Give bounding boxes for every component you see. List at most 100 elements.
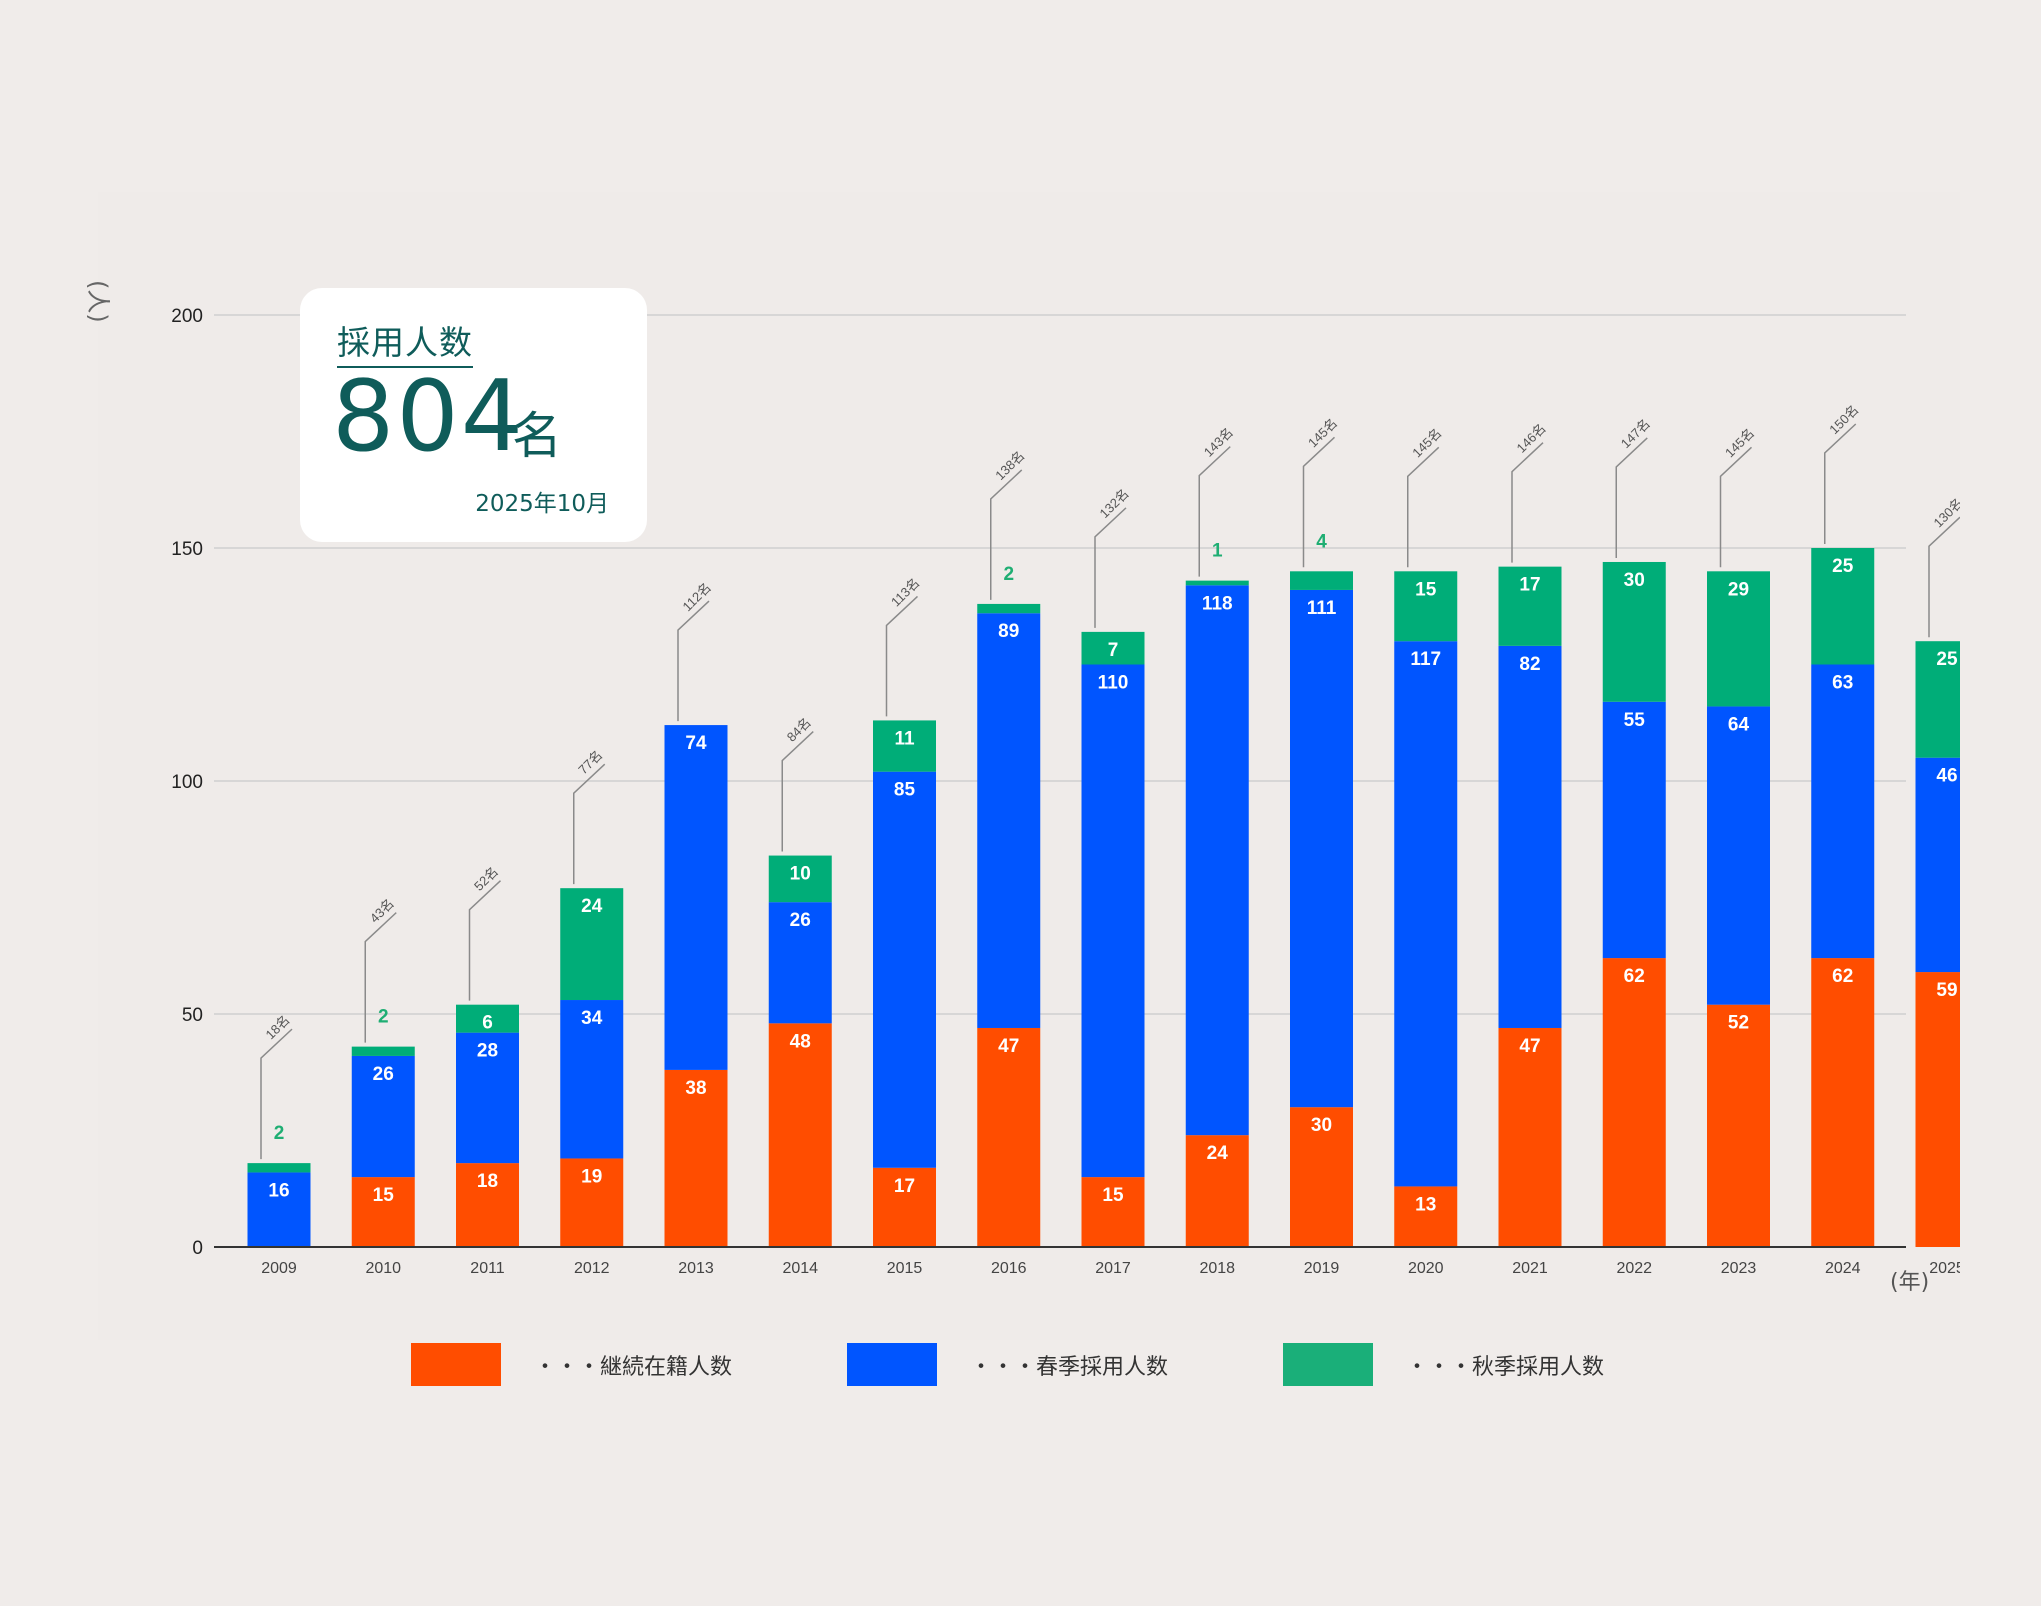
data-label-spring: 118 — [1202, 593, 1233, 614]
data-label-continuing: 19 — [581, 1166, 602, 1187]
summary-unit: 名 — [512, 407, 562, 465]
bar-continuing — [456, 1163, 519, 1247]
data-label-continuing: 48 — [790, 1031, 811, 1052]
total-leader-line — [1719, 446, 1753, 568]
bar-autumn — [1185, 580, 1249, 586]
bar-autumn — [1498, 566, 1562, 646]
total-label: 130名 — [1931, 495, 1960, 530]
total-leader-line — [1094, 507, 1127, 628]
x-tick-label: 2012 — [574, 1260, 610, 1277]
bar-continuing — [351, 1177, 415, 1247]
x-tick-label: 2020 — [1408, 1260, 1444, 1277]
data-label-autumn: 2 — [274, 1123, 285, 1144]
bar-spring — [351, 1055, 415, 1178]
total-leader-line — [885, 595, 919, 717]
total-leader-line — [1198, 446, 1231, 577]
legend-swatch-autumn — [1283, 1343, 1373, 1386]
data-label-autumn: 1 — [1212, 541, 1223, 562]
total-leader-line — [990, 469, 1023, 600]
y-tick-label: 100 — [171, 772, 203, 793]
bar-spring — [1915, 757, 1960, 973]
x-tick-label: 2017 — [1095, 1260, 1131, 1277]
total-leader-line — [1615, 437, 1648, 558]
total-leader-line — [364, 912, 397, 1043]
total-label: 18名 — [263, 1012, 293, 1042]
bar-spring — [247, 1172, 311, 1247]
x-axis-unit: (年) — [1890, 1270, 1930, 1295]
bar-spring — [1602, 701, 1666, 959]
data-label-autumn: 25 — [1832, 556, 1854, 577]
total-label: 138名 — [992, 448, 1027, 483]
legend-swatch-spring — [847, 1343, 937, 1386]
total-label: 145名 — [1409, 425, 1444, 460]
bar-spring — [768, 902, 832, 1024]
summary-card: 採用人数 804 名 2025年10月 — [300, 288, 647, 542]
y-axis-unit: (人) — [84, 280, 112, 323]
data-label-continuing: 47 — [998, 1036, 1019, 1057]
bar-spring — [664, 725, 728, 1070]
x-tick-label: 2011 — [470, 1260, 505, 1277]
bar-autumn — [1290, 571, 1353, 590]
data-label-spring: 64 — [1728, 714, 1750, 735]
bar-spring — [1394, 641, 1458, 1187]
data-label-autumn: 29 — [1728, 579, 1749, 600]
x-tick-label: 2016 — [991, 1260, 1027, 1277]
total-leader-line — [1824, 423, 1857, 544]
data-label-autumn: 30 — [1624, 570, 1645, 591]
bar-continuing — [560, 1158, 624, 1247]
bar-continuing — [1185, 1135, 1249, 1247]
bar-continuing — [1498, 1027, 1562, 1247]
data-label-autumn: 10 — [790, 864, 811, 885]
data-label-spring: 26 — [373, 1064, 394, 1085]
bar-spring — [1498, 645, 1562, 1028]
bar-autumn — [1707, 571, 1770, 707]
chart-panel: 0 50 100 150 200 16 2 18名 2009 15 26 2 43名 2010 18 28 6 5… — [98, 192, 1960, 1340]
bar-continuing — [1811, 958, 1875, 1247]
bar-autumn — [977, 603, 1041, 614]
x-tick-label: 2014 — [782, 1260, 818, 1277]
total-label: 77名 — [575, 747, 605, 777]
data-label-continuing: 15 — [1102, 1185, 1124, 1206]
bar-continuing — [664, 1069, 728, 1247]
data-label-continuing: 18 — [477, 1171, 498, 1192]
total-label: 112名 — [680, 580, 714, 614]
x-tick-label: 2013 — [678, 1260, 714, 1277]
data-label-autumn: 2 — [378, 1007, 389, 1028]
data-label-continuing: 62 — [1624, 966, 1645, 987]
legend: ・・・継続在籍人数 ・・・春季採用人数 ・・・秋季採用人数 — [0, 1343, 2041, 1389]
bar-continuing — [1394, 1186, 1458, 1247]
total-label: 147名 — [1618, 416, 1653, 451]
x-tick-label: 2018 — [1199, 1260, 1235, 1277]
bar-autumn — [247, 1163, 311, 1173]
data-label-spring: 117 — [1410, 649, 1441, 670]
legend-label-spring: ・・・春季採用人数 — [970, 1355, 1169, 1380]
bar-autumn — [351, 1046, 415, 1056]
total-label: 145名 — [1305, 415, 1340, 450]
total-leader-line — [1302, 436, 1336, 568]
bar-spring — [873, 771, 936, 1168]
bar-continuing — [1707, 1004, 1770, 1247]
total-label: 132名 — [1097, 486, 1132, 521]
total-label: 145名 — [1722, 425, 1757, 460]
x-tick-label: 2022 — [1616, 1260, 1652, 1277]
data-label-continuing: 30 — [1311, 1115, 1332, 1136]
legend-label-continuing: ・・・継続在籍人数 — [534, 1355, 733, 1380]
total-label: 52名 — [471, 864, 501, 894]
legend-label-autumn: ・・・秋季採用人数 — [1406, 1355, 1605, 1380]
total-label: 84名 — [784, 715, 814, 745]
bar-continuing — [873, 1167, 936, 1247]
data-label-spring: 82 — [1519, 654, 1540, 675]
total-leader-line — [1407, 446, 1440, 568]
bar-autumn — [560, 888, 624, 1001]
x-tick-label: 2009 — [261, 1260, 297, 1277]
data-label-continuing: 15 — [373, 1185, 395, 1206]
data-label-autumn: 24 — [581, 896, 603, 917]
x-tick-label: 2023 — [1721, 1260, 1757, 1277]
data-label-spring: 63 — [1832, 673, 1853, 694]
data-label-autumn: 4 — [1316, 531, 1327, 552]
bar-autumn — [768, 855, 832, 903]
bar-continuing — [977, 1027, 1041, 1247]
bar-spring — [1081, 664, 1145, 1178]
total-label: 143名 — [1201, 425, 1236, 460]
data-label-continuing: 38 — [685, 1078, 706, 1099]
